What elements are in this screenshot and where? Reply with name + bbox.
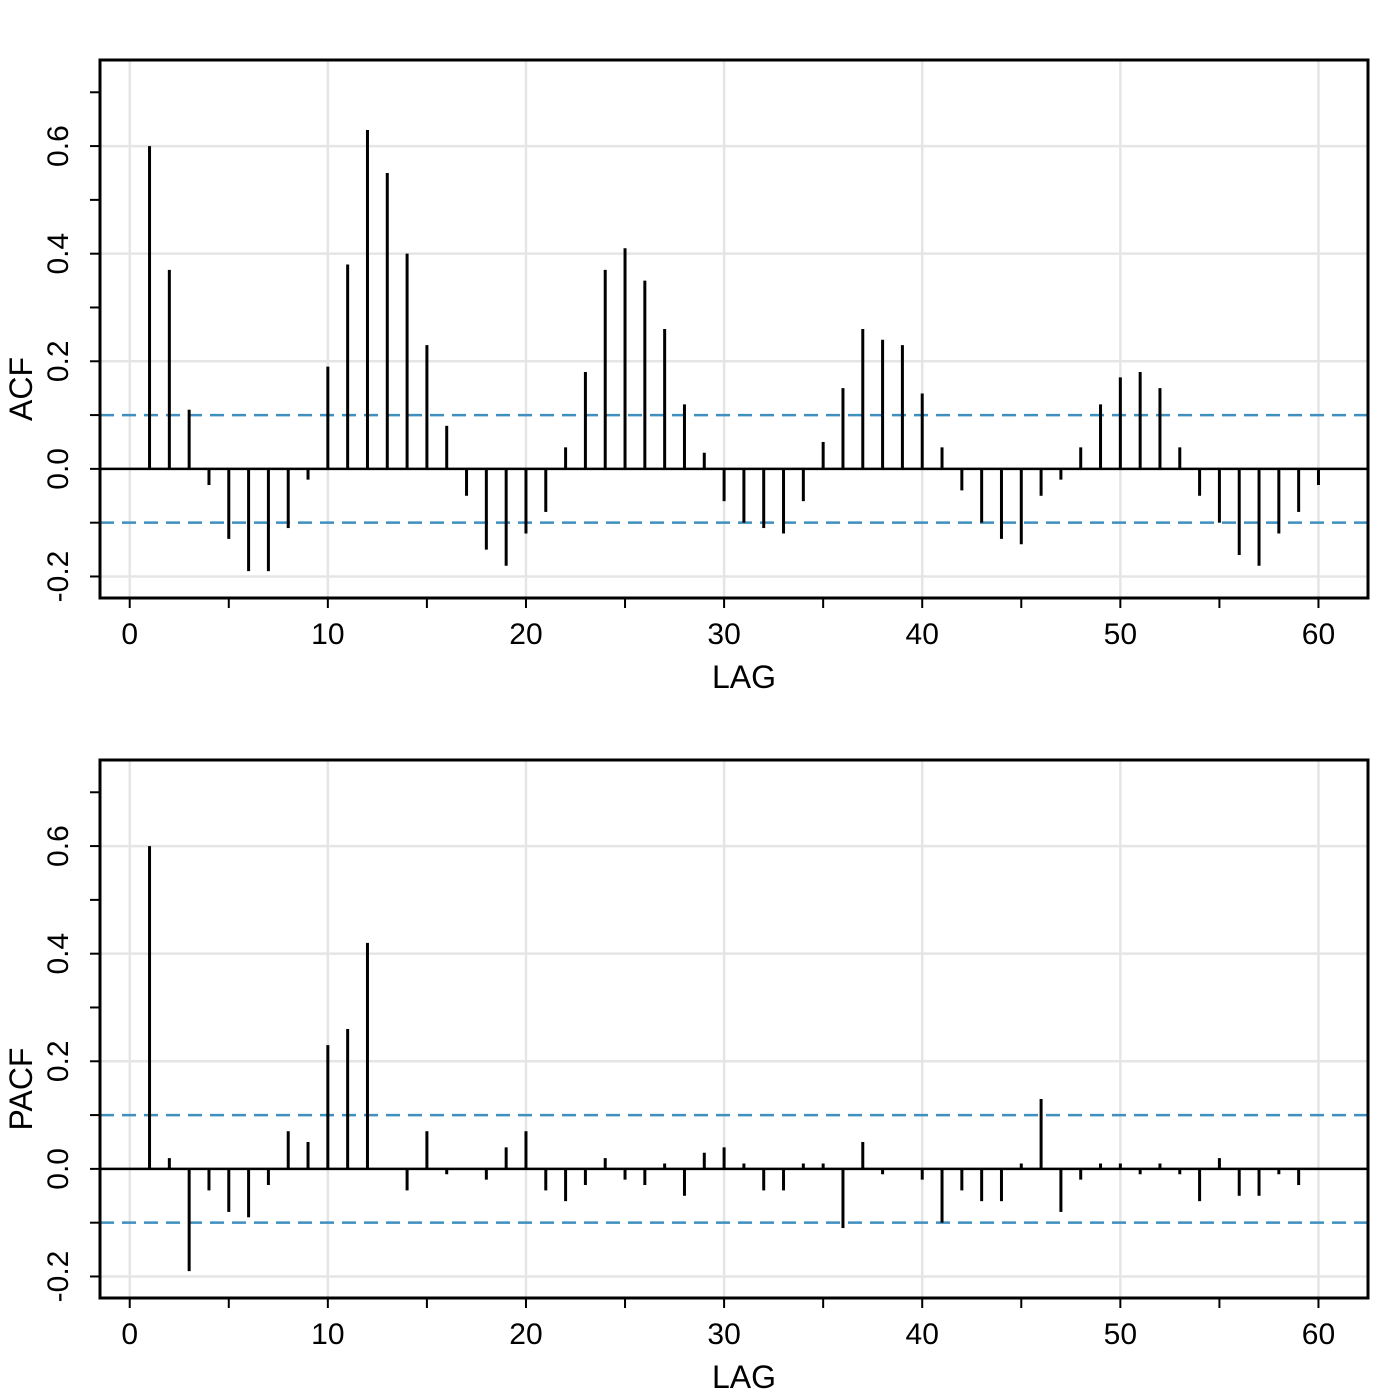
x-tick-label: 10 — [311, 618, 344, 651]
y-tick-label: 0.4 — [42, 933, 75, 975]
x-tick-label: 20 — [509, 618, 542, 651]
x-axis-label: LAG — [712, 659, 776, 695]
plot-frame — [98, 58, 1370, 600]
x-tick-label: 20 — [509, 1318, 542, 1351]
x-tick-label: 60 — [1302, 618, 1335, 651]
x-tick-label: 30 — [707, 618, 740, 651]
y-tick-label: -0.2 — [42, 551, 75, 603]
x-tick-label: 0 — [121, 618, 138, 651]
x-tick-label: 60 — [1302, 1318, 1335, 1351]
x-tick-label: 40 — [906, 618, 939, 651]
y-tick-label: 0.2 — [42, 1040, 75, 1082]
y-tick-label: 0.6 — [42, 125, 75, 167]
acf-panel: 0 10 20 30 40 50 60 -0.2 0.0 0.2 0.4 0.6 LAG ACF — [3, 58, 1370, 695]
x-axis-label: LAG — [712, 1359, 776, 1395]
x-tick-label: 50 — [1104, 618, 1137, 651]
pacf-panel: 0 10 20 30 40 50 60 -0.2 0.0 0.2 0.4 0.6 LAG PACF — [3, 758, 1370, 1395]
x-tick-label: 40 — [906, 1318, 939, 1351]
y-tick-label: -0.2 — [42, 1251, 75, 1303]
y-tick-label: 0.6 — [42, 825, 75, 867]
x-tick-label: 50 — [1104, 1318, 1137, 1351]
plot-frame — [98, 758, 1370, 1300]
x-tick-label: 30 — [707, 1318, 740, 1351]
y-tick-label: 0.0 — [42, 1148, 75, 1190]
x-tick-label: 0 — [121, 1318, 138, 1351]
y-tick-label: 0.0 — [42, 448, 75, 490]
y-tick-label: 0.4 — [42, 233, 75, 275]
y-tick-label: 0.2 — [42, 340, 75, 382]
x-tick-label: 10 — [311, 1318, 344, 1351]
y-axis-label: ACF — [3, 357, 39, 421]
y-axis-label: PACF — [3, 1048, 39, 1131]
